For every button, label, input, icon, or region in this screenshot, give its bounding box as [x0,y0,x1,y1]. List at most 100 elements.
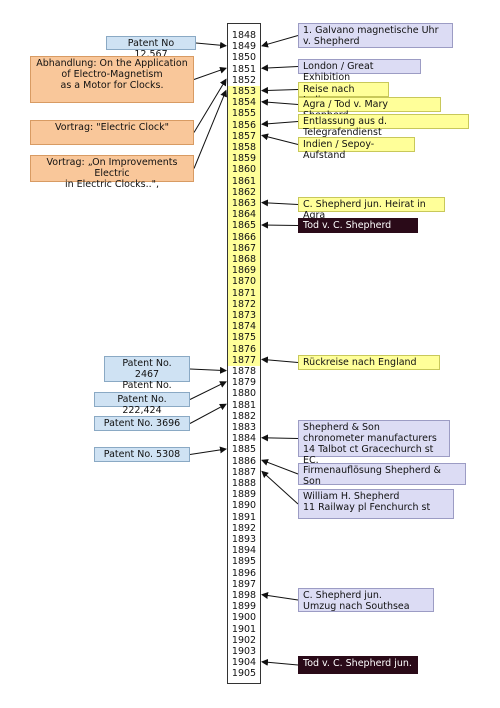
right-box-text: Tod v. C. Shepherd sen. [303,220,392,242]
left-box-text: Abhandlung: On the Application of Electr… [36,58,188,91]
year-label: 1900 [231,612,257,624]
arrow-heirat-agra [261,199,299,207]
right-box-entlassung: Entlassung aus d. Telegrafendienst [298,114,469,138]
year-label: 1891 [231,511,257,523]
year-label: 1886 [231,455,257,467]
right-box-tod-jun: Tod v. C. Shepherd jun. [298,656,418,674]
year-label: 1849 [231,41,257,53]
right-box-galvano-uhr: 1. Galvano magnetische Uhr v. Shepherd [298,23,453,48]
year-label: 1859 [231,153,257,165]
year-label: 1862 [231,186,257,198]
arrow-umzug-southsea [261,592,299,601]
right-box-heirat-agra: C. Shepherd jun. Heirat in Agra [298,197,445,221]
year-label: 1881 [231,399,257,411]
year-label: 1884 [231,433,257,445]
left-box-vortrag-improvements: Vortrag: „On Improvements Electric in El… [30,155,194,190]
left-box-text: Patent No 12,567 [127,38,175,60]
right-box-text: Indien / Sepoy-Aufstand [303,139,375,161]
year-label: 1865 [231,220,257,232]
left-box-text: Vortrag: "Electric Clock" [55,122,169,133]
year-label: 1896 [231,567,257,579]
year-label: 1889 [231,489,257,501]
right-box-text: Rückreise nach England [303,357,417,368]
left-box-patent-3696: Patent No. 3696 [94,416,190,431]
year-label: 1871 [231,287,257,299]
arrow-tod-sen [261,221,299,229]
year-label: 1854 [231,97,257,109]
right-box-tod-sen: Tod v. C. Shepherd sen. [298,218,418,242]
year-label: 1880 [231,388,257,400]
right-box-shepherd-son: Shepherd & Son chronometer manufacturers… [298,420,450,466]
arrow-great-exhibition [261,64,299,72]
year-label: 1853 [231,86,257,97]
right-box-text: Firmenauflösung Shepherd & Son [303,465,441,487]
arrow-abhandlung [193,66,227,80]
year-label: 1897 [231,578,257,590]
year-label: 1903 [231,646,257,657]
arrow-firmenaufloesung [261,459,299,475]
right-box-text: C. Shepherd jun. Umzug nach Southsea [303,590,410,612]
right-box-tod-mary: Agra / Tod v. Mary Shepherd [298,97,441,121]
year-label: 1852 [231,74,257,86]
timeline-column: 1848 1849 1850 1851 1852 1853 1854 1855 1856 1857… [227,23,261,684]
arrow-patent-2467-6719 [189,366,227,374]
year-label: 1899 [231,601,257,613]
arrow-patent-222424 [189,381,227,400]
right-box-text: Shepherd & Son chronometer manufacturers… [303,422,437,466]
arrow-sepoy [261,133,299,145]
right-box-text: William H. Shepherd 11 Railway pl Fenchu… [303,491,431,513]
arrow-shepherd-son [261,434,299,442]
year-label: 1866 [231,231,257,243]
left-box-text: Vortrag: „On Improvements Electric in El… [46,157,178,190]
arrow-vortrag-electric-clock [193,78,227,133]
year-label: 1856 [231,119,257,131]
year-label: 1868 [231,254,257,265]
year-label: 1874 [231,321,257,333]
arrow-reise-indien [261,86,299,94]
year-label: 1873 [231,310,257,321]
year-label: 1848 [231,30,257,41]
arrow-patent-3696 [189,403,227,424]
year-label: 1877 [231,354,257,366]
year-label: 1888 [231,478,257,489]
year-label: 1861 [231,175,257,187]
year-label: 1863 [231,198,257,209]
year-label: 1883 [231,422,257,433]
year-label: 1857 [231,130,257,142]
right-box-text: Entlassung aus d. Telegrafendienst [303,116,388,138]
right-box-firmenaufloesung: Firmenauflösung Shepherd & Son [298,463,466,487]
arrow-tod-mary [261,98,299,106]
left-box-patent-222424: Patent No. 222,424 [94,392,190,416]
year-label: 1855 [231,108,257,120]
year-label: 1898 [231,590,257,601]
left-box-patent-5308: Patent No. 5308 [94,447,190,462]
arrow-patent-12567 [195,41,227,49]
year-label: 1905 [231,668,257,680]
right-box-reise-indien: Reise nach Indien [298,82,389,106]
arrow-vortrag-improvements [193,89,227,169]
right-box-great-exhibition: London / Great Exhibition [298,59,421,83]
year-label: 1869 [231,265,257,277]
year-label: 1875 [231,332,257,344]
right-box-text: Tod v. C. Shepherd jun. [303,658,412,669]
left-box-text: Patent No. 5308 [103,449,181,460]
arrow-galvano-uhr [261,35,299,48]
arrow-tod-jun [261,658,299,666]
right-box-sepoy: Indien / Sepoy-Aufstand [298,137,415,161]
arrow-rueckreise [261,356,299,364]
year-label: 1864 [231,209,257,221]
right-box-text: 1. Galvano magnetische Uhr v. Shepherd [303,25,439,47]
year-label: 1892 [231,522,257,534]
arrow-patent-5308 [189,446,227,455]
year-label: 1902 [231,634,257,646]
year-label: 1887 [231,466,257,478]
year-label: 1867 [231,242,257,254]
arrow-william-shepherd [261,470,299,505]
arrow-entlassung [261,120,299,128]
year-label: 1876 [231,343,257,355]
right-box-text: London / Great Exhibition [303,61,374,83]
year-label: 1895 [231,556,257,568]
left-box-abhandlung: Abhandlung: On the Application of Electr… [30,56,194,103]
right-box-rueckreise: Rückreise nach England [298,355,440,370]
year-label: 1894 [231,545,257,557]
